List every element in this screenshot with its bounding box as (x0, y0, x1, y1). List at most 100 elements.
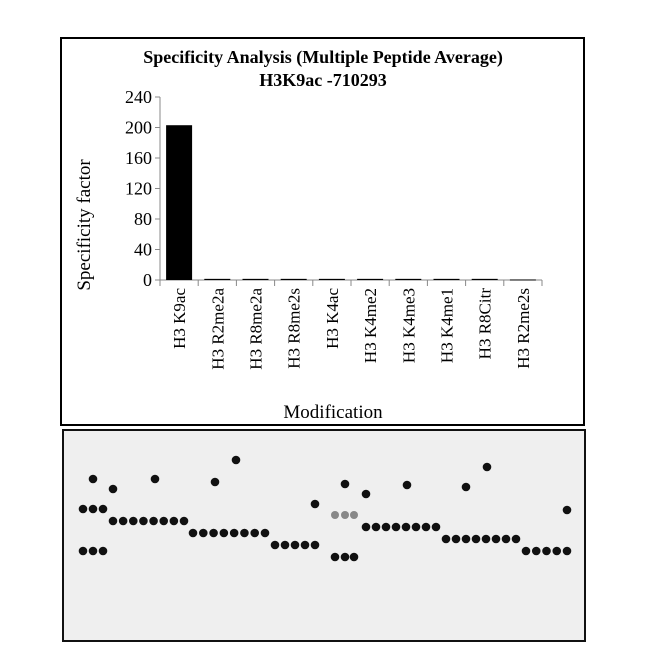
blot-spot (78, 546, 88, 556)
y-tick-label: 240 (125, 87, 152, 107)
blot-spot (108, 484, 118, 494)
blot-spot (402, 480, 412, 490)
blot-spot (340, 552, 350, 562)
blot-spot (231, 455, 241, 465)
y-axis-label: Specificity factor (74, 159, 95, 291)
blot-spot (169, 516, 179, 526)
blot-spot (229, 528, 239, 538)
blot-spot (250, 528, 260, 538)
x-tick-label: H3 K9ac (170, 288, 189, 349)
blot-spot (361, 489, 371, 499)
blot-spot (491, 534, 501, 544)
blot-spot (88, 504, 98, 514)
blot-spot (431, 522, 441, 532)
blot-spot (300, 540, 310, 550)
blot-spot (371, 522, 381, 532)
blot-spot (521, 546, 531, 556)
blot-spot (349, 552, 359, 562)
chart-title: Specificity Analysis (Multiple Peptide A… (143, 47, 503, 68)
x-tick-label: H3 K4me1 (438, 288, 457, 363)
blot-spot-faint (350, 511, 358, 519)
blot-spot (270, 540, 280, 550)
bar (166, 125, 193, 281)
blot-spot (159, 516, 169, 526)
y-tick-label: 40 (134, 240, 152, 260)
blot-spot (381, 522, 391, 532)
x-tick-label: H3 K4me2 (361, 288, 380, 363)
blot-spot (511, 534, 521, 544)
y-tick-label: 120 (125, 179, 152, 199)
blot-spot (552, 546, 562, 556)
blot-spot (78, 504, 88, 514)
blot-spot (310, 499, 320, 509)
peptide-array-blot-image (62, 429, 586, 642)
blot-spot (240, 528, 249, 538)
blot-spot (149, 516, 158, 526)
blot-spot (542, 546, 551, 556)
blot-spot (330, 552, 340, 562)
blot-spot (209, 528, 218, 538)
blot-spot (128, 516, 138, 526)
bar (433, 278, 460, 280)
x-tick-label: H3 R8me2s (285, 288, 304, 369)
blot-spot (441, 534, 451, 544)
bar (318, 278, 345, 280)
x-tick-label: H3 K4ac (323, 288, 342, 349)
blot-spot (198, 528, 208, 538)
blot-spot (340, 479, 350, 489)
blot-spot (290, 540, 300, 550)
y-tick-label: 160 (125, 148, 152, 168)
blot-spot (280, 540, 290, 550)
blot-spot (219, 528, 229, 538)
blot-spot (139, 516, 148, 526)
bar (280, 278, 307, 280)
y-tick-label: 0 (143, 270, 152, 290)
blot-spot (150, 474, 160, 484)
blot-spot (260, 528, 270, 538)
x-tick-label: H3 R8Citr (476, 288, 495, 360)
blot-spot (361, 522, 371, 532)
blot-spot (482, 462, 492, 472)
x-tick-label: H3 K4me3 (399, 288, 418, 363)
blot-spot (108, 516, 118, 526)
blot-spot (118, 516, 128, 526)
bar (471, 278, 498, 280)
x-tick-label: H3 R2me2s (514, 288, 533, 369)
blot-spot (88, 474, 98, 484)
blot-spot (461, 534, 471, 544)
blot-spot-faint (341, 511, 349, 519)
y-tick-label: 80 (134, 209, 152, 229)
blot-spot (421, 522, 431, 532)
blot-spot (562, 546, 572, 556)
blot-spot (98, 546, 108, 556)
blot-spot (501, 534, 511, 544)
x-tick-label: H3 R8me2a (247, 288, 266, 370)
blot-spot (401, 522, 411, 532)
chart-frame (60, 37, 585, 426)
blot-spot (531, 546, 541, 556)
blot-spot (411, 522, 421, 532)
x-tick-label: H3 R2me2a (208, 288, 227, 370)
y-tick-label: 200 (125, 118, 152, 138)
blot-spot (461, 482, 471, 492)
blot-spot (310, 540, 320, 550)
blot-spot-faint (331, 511, 339, 519)
blot-spot (179, 516, 189, 526)
blot-spot (391, 522, 401, 532)
blot-spot (98, 504, 108, 514)
blot-spot (471, 534, 481, 544)
bar (357, 278, 384, 280)
bar (395, 278, 422, 280)
blot-spot (451, 534, 461, 544)
x-axis-label: Modification (283, 402, 383, 423)
blot-spot (88, 546, 98, 556)
bar (204, 278, 231, 280)
bar (509, 279, 536, 281)
blot-spot (481, 534, 491, 544)
blot-spot (562, 505, 572, 515)
blot-spot (210, 477, 220, 487)
blot-spot (188, 528, 198, 538)
chart-subtitle: H3K9ac -710293 (259, 70, 387, 90)
bar (242, 278, 269, 280)
